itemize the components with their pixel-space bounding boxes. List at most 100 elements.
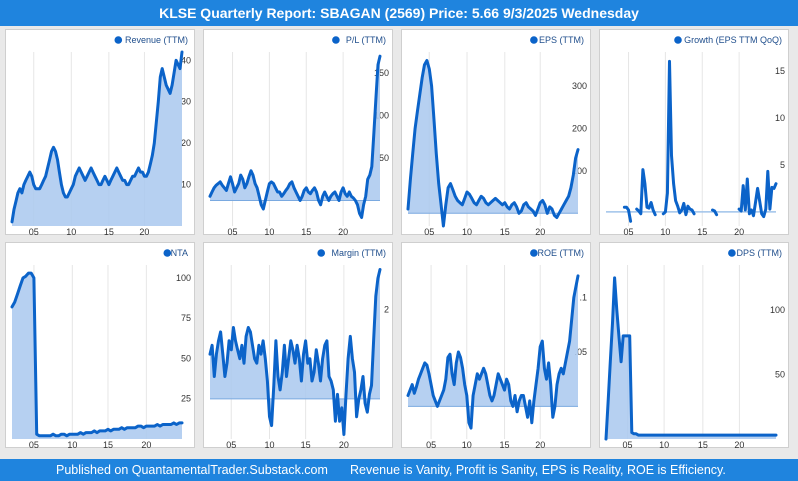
dps-x-tick-label: 10 bbox=[659, 440, 669, 449]
margin-x-tick-label: 20 bbox=[339, 440, 349, 449]
roe-x-tick-label: 05 bbox=[426, 440, 436, 449]
nta-y-tick-label: 75 bbox=[181, 313, 191, 323]
pl-x-tick-label: 20 bbox=[338, 227, 348, 236]
nta-chart: 05 10 15 20 25 50 75 100 NTA bbox=[10, 248, 191, 449]
growth-series-line bbox=[711, 208, 719, 217]
growth-x-tick-label: 10 bbox=[660, 227, 670, 236]
growth-legend-dot bbox=[674, 36, 682, 44]
growth-series-line bbox=[635, 168, 657, 217]
pl-x-tick-label: 05 bbox=[228, 227, 238, 236]
pl-y-tick-label: 150 bbox=[374, 68, 389, 78]
growth-series-line bbox=[661, 59, 696, 217]
pl-y-tick-label: 50 bbox=[379, 153, 389, 163]
dps-chart: 05 10 15 20 50 100 DPS (TTM) bbox=[604, 248, 785, 449]
nta-y-tick-label: 25 bbox=[181, 394, 191, 404]
dps-y-tick-label: 100 bbox=[770, 305, 785, 315]
pl-legend-dot bbox=[332, 36, 340, 44]
eps-chart: 05 10 15 20 100 200 300 EPS (TTM) bbox=[406, 35, 587, 236]
pl-series-line bbox=[208, 54, 382, 219]
report-title: KLSE Quarterly Report: SBAGAN (2569) Pri… bbox=[159, 5, 639, 21]
margin-x-tick-label: 10 bbox=[264, 440, 274, 449]
revenue-x-tick-label: 20 bbox=[139, 227, 149, 236]
report-footer: Published on QuantamentalTrader.Substack… bbox=[0, 459, 798, 481]
margin-chart: 05 10 15 20 2 Margin (TTM) bbox=[208, 248, 389, 449]
growth-y-tick-label: 5 bbox=[780, 160, 785, 170]
revenue-legend-dot bbox=[114, 36, 123, 44]
nta-x-tick-label: 10 bbox=[67, 440, 77, 449]
eps-x-tick-label: 10 bbox=[462, 227, 472, 236]
margin-series-line bbox=[208, 268, 382, 436]
eps-x-tick-label: 15 bbox=[500, 227, 510, 236]
revenue-x-tick-label: 05 bbox=[29, 227, 39, 236]
pl-y-tick-label: 100 bbox=[374, 111, 389, 121]
nta-legend-label: NTA bbox=[171, 248, 188, 258]
revenue-area-fill bbox=[12, 52, 182, 226]
eps-x-tick-label: 05 bbox=[424, 227, 434, 236]
growth-x-tick-label: 15 bbox=[697, 227, 707, 236]
chart-panel-growth: 05 10 15 20 5 10 15 Growth (EPS TTM QoQ) bbox=[599, 29, 789, 236]
margin-legend-label: Margin (TTM) bbox=[332, 248, 387, 258]
nta-x-tick-label: 15 bbox=[103, 440, 113, 449]
dps-x-tick-label: 05 bbox=[623, 440, 633, 449]
nta-y-tick-label: 100 bbox=[176, 273, 191, 283]
dps-legend-dot bbox=[728, 249, 736, 257]
margin-y-tick-label: 2 bbox=[384, 305, 389, 315]
chart-panel-pl: 05 10 15 20 50 100 150 P/L (TTM) bbox=[203, 29, 393, 236]
eps-series-line bbox=[406, 59, 580, 228]
revenue-legend-label: Revenue (TTM) bbox=[125, 35, 188, 45]
pl-x-tick-label: 15 bbox=[301, 227, 311, 236]
growth-series-line bbox=[737, 169, 778, 219]
growth-x-tick-label: 05 bbox=[624, 227, 634, 236]
pl-legend-label: P/L (TTM) bbox=[346, 35, 386, 45]
roe-legend-dot bbox=[530, 249, 538, 257]
roe-legend-label: ROE (TTM) bbox=[538, 248, 585, 258]
revenue-x-tick-label: 15 bbox=[104, 227, 114, 236]
margin-legend-dot bbox=[317, 249, 325, 257]
margin-area-fill bbox=[210, 269, 380, 435]
revenue-y-tick-label: 10 bbox=[181, 180, 191, 190]
growth-y-tick-label: 10 bbox=[775, 113, 785, 123]
roe-x-tick-label: 20 bbox=[535, 440, 545, 449]
growth-x-tick-label: 20 bbox=[734, 227, 744, 236]
margin-x-tick-label: 05 bbox=[226, 440, 236, 449]
growth-chart: 05 10 15 20 5 10 15 Growth (EPS TTM QoQ) bbox=[606, 35, 785, 236]
growth-legend-label: Growth (EPS TTM QoQ) bbox=[684, 35, 782, 45]
revenue-series-line bbox=[10, 50, 184, 224]
dps-legend-label: DPS (TTM) bbox=[737, 248, 783, 258]
footer-motto: Revenue is Vanity, Profit is Sanity, EPS… bbox=[350, 463, 726, 477]
nta-series-line bbox=[10, 271, 184, 438]
margin-x-tick-label: 15 bbox=[301, 440, 311, 449]
dps-x-tick-label: 15 bbox=[698, 440, 708, 449]
footer-publisher: Published on QuantamentalTrader.Substack… bbox=[56, 463, 328, 477]
dps-area-fill bbox=[606, 277, 776, 439]
chart-panel-nta: 05 10 15 20 25 50 75 100 NTA bbox=[5, 242, 195, 449]
chart-panel-revenue: 05 10 15 20 10 20 30 40 Revenue (TTM) bbox=[5, 29, 195, 236]
eps-legend-dot bbox=[530, 36, 538, 44]
revenue-y-tick-label: 20 bbox=[181, 138, 191, 148]
roe-y-tick-label: .1 bbox=[579, 293, 587, 303]
revenue-y-tick-label: 30 bbox=[181, 97, 191, 107]
growth-y-tick-label: 15 bbox=[775, 66, 785, 76]
dps-x-tick-label: 20 bbox=[734, 440, 744, 449]
nta-area-fill bbox=[12, 273, 182, 439]
dps-series-line bbox=[604, 276, 778, 441]
nta-x-tick-label: 05 bbox=[29, 440, 39, 449]
chart-panel-eps: 05 10 15 20 100 200 300 EPS (TTM) bbox=[401, 29, 591, 236]
revenue-chart: 05 10 15 20 10 20 30 40 Revenue (TTM) bbox=[10, 35, 191, 236]
revenue-x-tick-label: 10 bbox=[66, 227, 76, 236]
eps-y-tick-label: 300 bbox=[572, 81, 587, 91]
roe-chart: 05 10 15 20 .05 .1 ROE (TTM) bbox=[406, 248, 587, 449]
chart-grid: 05 10 15 20 10 20 30 40 Revenue (TTM) 05 10 15 20 50… bbox=[0, 26, 798, 459]
eps-legend-label: EPS (TTM) bbox=[539, 35, 584, 45]
roe-series-line bbox=[406, 274, 580, 430]
nta-x-tick-label: 20 bbox=[141, 440, 151, 449]
chart-panel-roe: 05 10 15 20 .05 .1 ROE (TTM) bbox=[401, 242, 591, 449]
pl-chart: 05 10 15 20 50 100 150 P/L (TTM) bbox=[208, 35, 389, 236]
dps-y-tick-label: 50 bbox=[775, 370, 785, 380]
eps-y-tick-label: 200 bbox=[572, 123, 587, 133]
revenue-y-tick-label: 40 bbox=[181, 55, 191, 65]
report-header: KLSE Quarterly Report: SBAGAN (2569) Pri… bbox=[0, 0, 798, 26]
chart-panel-dps: 05 10 15 20 50 100 DPS (TTM) bbox=[599, 242, 789, 449]
eps-y-tick-label: 100 bbox=[572, 166, 587, 176]
eps-x-tick-label: 20 bbox=[535, 227, 545, 236]
